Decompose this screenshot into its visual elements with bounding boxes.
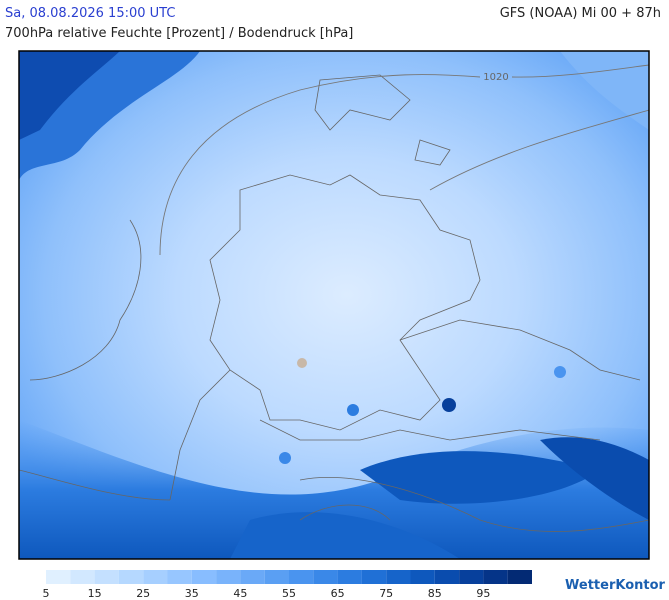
- map-frame: [18, 50, 650, 560]
- legend-label: 75: [379, 587, 393, 600]
- legend-swatch: [143, 570, 168, 584]
- legend-label: 35: [185, 587, 199, 600]
- model-run: GFS (NOAA) Mi 00 + 87h: [499, 6, 661, 21]
- legend-swatch: [434, 570, 460, 584]
- datetime: Sa, 08.08.2026 15:00 UTC: [5, 6, 176, 21]
- legend-label: 95: [476, 587, 490, 600]
- brand: WetterKontor: [565, 578, 666, 593]
- legend-swatch: [289, 570, 314, 584]
- legend-swatch: [94, 570, 119, 584]
- isobars: [159, 64, 649, 256]
- legend-swatch: [167, 570, 192, 584]
- legend: 5 15 25 35 45 55 65 75 85 95: [43, 570, 532, 600]
- legend-swatch: [507, 570, 532, 584]
- isobar-label: 1020: [483, 72, 508, 83]
- legend-swatch: [46, 570, 71, 584]
- legend-swatch: [240, 570, 265, 584]
- subtitle: 700hPa relative Feuchte [Prozent] / Bode…: [5, 26, 354, 41]
- legend-label: 65: [331, 587, 345, 600]
- legend-swatch: [70, 570, 95, 584]
- legend-swatch: [118, 570, 144, 584]
- legend-label: 55: [282, 587, 296, 600]
- legend-swatch: [386, 570, 411, 584]
- legend-swatch: [337, 570, 362, 584]
- legend-swatch: [361, 570, 387, 584]
- legend-swatch: [483, 570, 508, 584]
- legend-swatch: [264, 570, 289, 584]
- legend-label: 15: [88, 587, 102, 600]
- legend-label: 45: [233, 587, 247, 600]
- legend-label: 85: [428, 587, 442, 600]
- legend-swatch: [216, 570, 241, 584]
- legend-swatch: [191, 570, 217, 584]
- borders: [19, 74, 649, 532]
- legend-swatch: [459, 570, 484, 584]
- legend-label: 25: [136, 587, 150, 600]
- legend-label: 5: [43, 587, 50, 600]
- humidity-field: [19, 51, 649, 559]
- legend-swatch: [410, 570, 435, 584]
- legend-swatch: [313, 570, 338, 584]
